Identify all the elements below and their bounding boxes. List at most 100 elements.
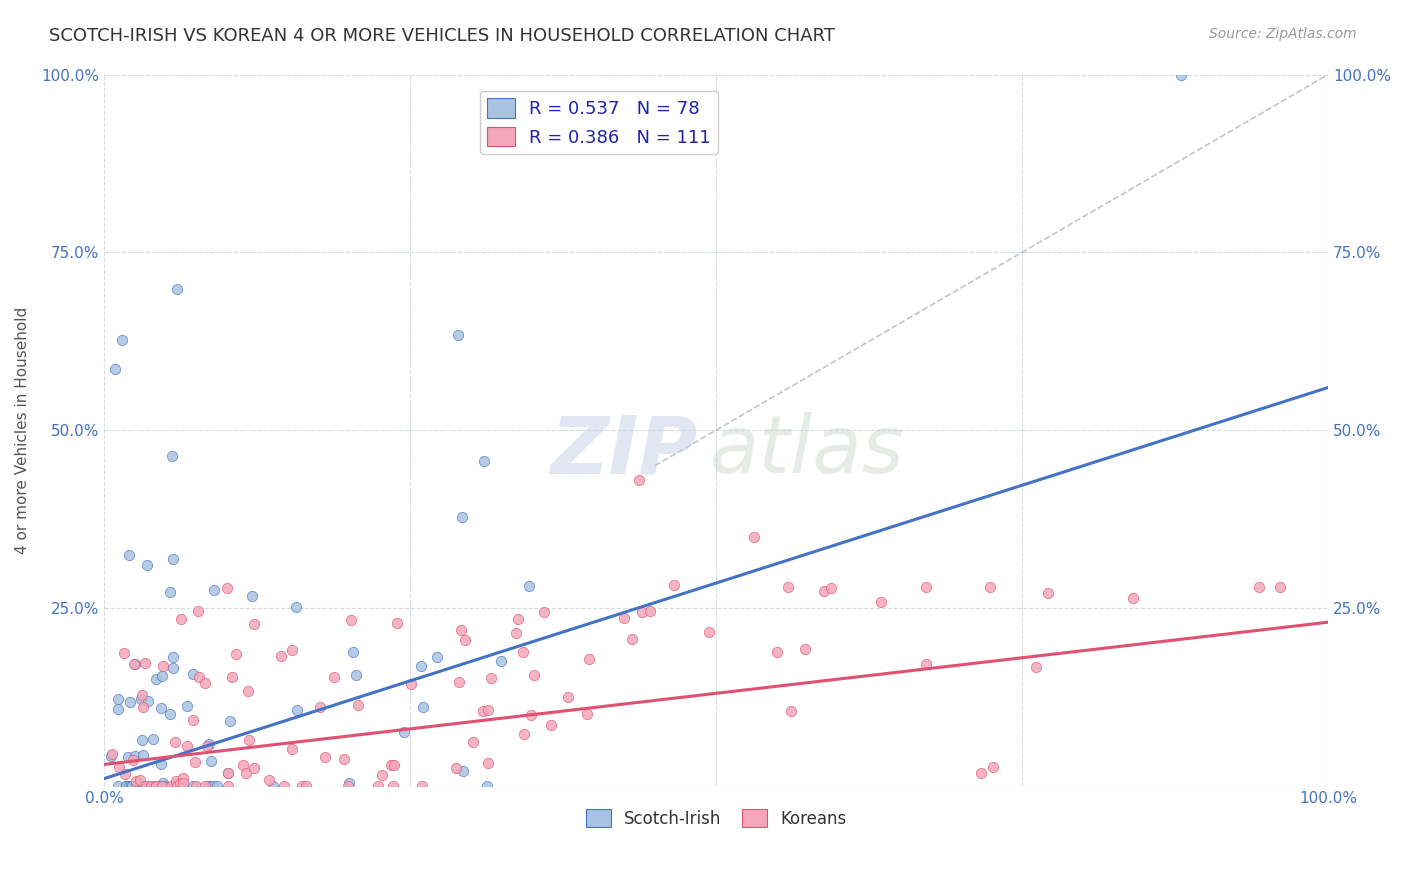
Point	[340, 613, 363, 627]
Point	[120, 779, 142, 793]
Point	[138, 693, 160, 707]
Point	[114, 767, 136, 781]
Point	[159, 585, 181, 599]
Point	[454, 632, 477, 647]
Point	[273, 779, 295, 793]
Point	[778, 580, 800, 594]
Point	[132, 700, 155, 714]
Point	[820, 582, 842, 596]
Point	[121, 779, 143, 793]
Point	[124, 657, 146, 671]
Point	[337, 776, 360, 790]
Point	[1025, 660, 1047, 674]
Point	[152, 776, 174, 790]
Point	[165, 779, 187, 793]
Point	[115, 779, 138, 793]
Point	[201, 779, 224, 793]
Point	[578, 652, 600, 666]
Point	[477, 779, 499, 793]
Point	[1036, 585, 1059, 599]
Text: Source: ZipAtlas.com: Source: ZipAtlas.com	[1209, 27, 1357, 41]
Point	[122, 657, 145, 671]
Point	[131, 779, 153, 793]
Point	[447, 675, 470, 690]
Point	[142, 732, 165, 747]
Point	[1170, 68, 1192, 82]
Point	[520, 708, 543, 723]
Point	[699, 625, 721, 640]
Point	[284, 600, 307, 615]
Point	[170, 612, 193, 626]
Point	[742, 530, 765, 544]
Point	[121, 753, 143, 767]
Point	[411, 779, 433, 793]
Point	[134, 657, 156, 671]
Point	[217, 581, 239, 595]
Point	[412, 699, 434, 714]
Point	[131, 733, 153, 747]
Point	[505, 625, 527, 640]
Point	[152, 779, 174, 793]
Point	[411, 659, 433, 673]
Point	[322, 670, 344, 684]
Point	[150, 701, 173, 715]
Point	[309, 699, 332, 714]
Point	[291, 779, 314, 793]
Point	[451, 764, 474, 778]
Point	[131, 688, 153, 702]
Point	[218, 714, 240, 728]
Point	[194, 676, 217, 690]
Point	[153, 779, 176, 793]
Point	[367, 779, 389, 793]
Point	[117, 749, 139, 764]
Point	[613, 611, 636, 625]
Point	[218, 779, 240, 793]
Point	[124, 748, 146, 763]
Point	[472, 454, 495, 468]
Point	[262, 779, 284, 793]
Point	[236, 684, 259, 698]
Point	[235, 766, 257, 780]
Point	[125, 779, 148, 793]
Point	[523, 668, 546, 682]
Point	[107, 760, 129, 774]
Point	[162, 552, 184, 566]
Point	[344, 668, 367, 682]
Point	[184, 779, 207, 793]
Point	[136, 558, 159, 572]
Point	[150, 779, 173, 793]
Point	[172, 771, 194, 785]
Point	[446, 761, 468, 775]
Legend: Scotch-Irish, Koreans: Scotch-Irish, Koreans	[579, 803, 853, 834]
Point	[337, 779, 360, 793]
Point	[257, 772, 280, 787]
Point	[447, 327, 470, 342]
Point	[176, 698, 198, 713]
Point	[125, 774, 148, 789]
Point	[1122, 591, 1144, 606]
Point	[132, 779, 155, 793]
Point	[197, 737, 219, 751]
Point	[162, 649, 184, 664]
Point	[461, 735, 484, 749]
Text: ZIP: ZIP	[550, 412, 697, 491]
Point	[392, 725, 415, 739]
Point	[387, 615, 409, 630]
Point	[135, 779, 157, 793]
Point	[381, 779, 404, 793]
Point	[576, 707, 599, 722]
Point	[280, 742, 302, 756]
Point	[285, 703, 308, 717]
Point	[141, 779, 163, 793]
Point	[451, 510, 474, 524]
Point	[120, 695, 142, 709]
Point	[195, 739, 218, 753]
Point	[166, 282, 188, 296]
Point	[181, 667, 204, 681]
Point	[664, 577, 686, 591]
Point	[557, 690, 579, 705]
Point	[780, 704, 803, 718]
Point	[765, 645, 787, 659]
Point	[101, 747, 124, 761]
Point	[150, 668, 173, 682]
